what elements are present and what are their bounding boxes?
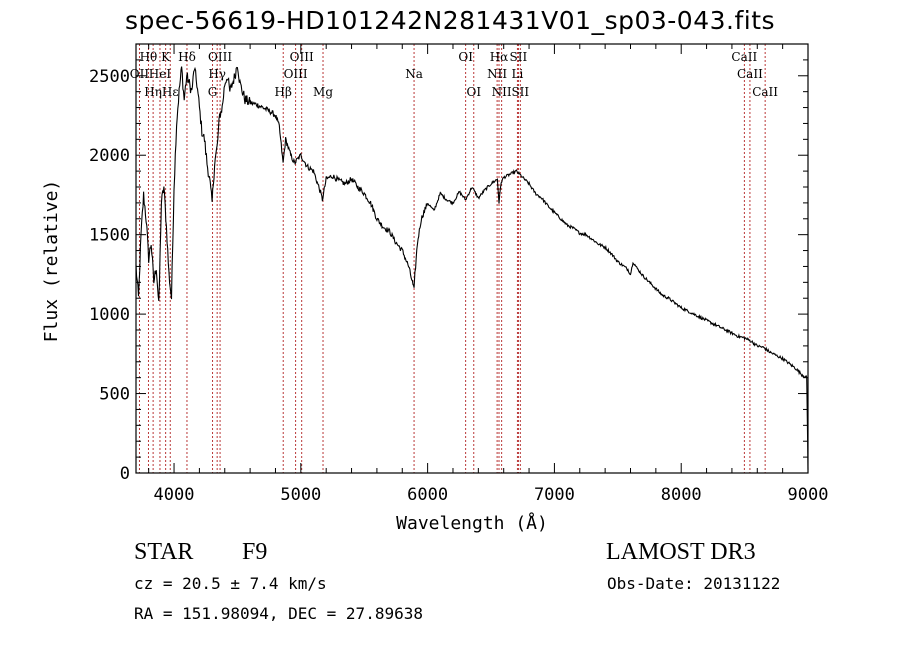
y-tick-label: 0 <box>120 464 130 484</box>
line-label: Na <box>405 67 423 81</box>
plot-frame <box>135 43 809 474</box>
line-label: OI <box>458 50 473 64</box>
line-label: Hε <box>162 85 179 99</box>
coordinates-readout: RA = 151.98094, DEC = 27.89638 <box>134 604 423 623</box>
line-label: OIII <box>290 50 314 64</box>
y-axis: 0 500 1000 1500 2000 2500 <box>89 59 808 484</box>
redshift-readout: cz = 20.5 ± 7.4 km/s <box>134 574 327 593</box>
line-label: K <box>161 50 171 64</box>
line-label: OII <box>130 67 150 81</box>
spectrum-series-line <box>135 66 809 470</box>
line-label: G <box>208 85 218 99</box>
x-tick-label: 4000 <box>154 485 195 505</box>
chart-title: spec-56619-HD101242N281431V01_sp03-043.f… <box>124 6 776 35</box>
line-label: Mg <box>313 85 333 99</box>
line-label: CaII <box>752 85 778 99</box>
x-tick-label: 9000 <box>788 485 829 505</box>
line-label: Hα <box>490 50 509 64</box>
line-label: OI <box>466 85 481 99</box>
line-label: Hθ <box>140 50 158 64</box>
line-label: OIII <box>284 67 308 81</box>
y-tick-label: 2500 <box>89 67 130 87</box>
y-axis-label: Flux (relative) <box>41 180 62 343</box>
x-axis: 4000 5000 6000 7000 8000 9000 <box>148 44 829 505</box>
line-label: SII <box>510 50 528 64</box>
line-label: Hδ <box>178 50 196 64</box>
y-tick-label: 1500 <box>89 226 130 246</box>
line-label: NII <box>492 85 512 99</box>
x-tick-label: 5000 <box>280 485 321 505</box>
x-tick-label: 6000 <box>407 485 448 505</box>
emission-line-markers <box>138 44 766 473</box>
line-label: Hγ <box>208 67 226 81</box>
line-label: SII <box>511 85 529 99</box>
y-tick-label: 2000 <box>89 146 130 166</box>
y-tick-label: 500 <box>99 385 130 405</box>
object-class: STAR <box>134 539 194 565</box>
line-label: NII <box>487 67 507 81</box>
line-label: Li <box>511 67 523 81</box>
x-tick-label: 7000 <box>534 485 575 505</box>
survey-name: LAMOST DR3 <box>606 539 756 565</box>
spectral-subclass: F9 <box>242 539 268 565</box>
line-label: Hη <box>144 85 162 99</box>
observation-date: Obs-Date: 20131122 <box>607 574 781 593</box>
line-label: OIII <box>208 50 232 64</box>
line-label: CaII <box>731 50 757 64</box>
line-label: CaII <box>737 67 763 81</box>
x-axis-label: Wavelength (Å) <box>396 512 548 534</box>
y-tick-label: 1000 <box>89 305 130 325</box>
line-label: Hβ <box>275 85 292 99</box>
x-tick-label: 8000 <box>661 485 702 505</box>
line-label: HeI <box>149 67 172 81</box>
